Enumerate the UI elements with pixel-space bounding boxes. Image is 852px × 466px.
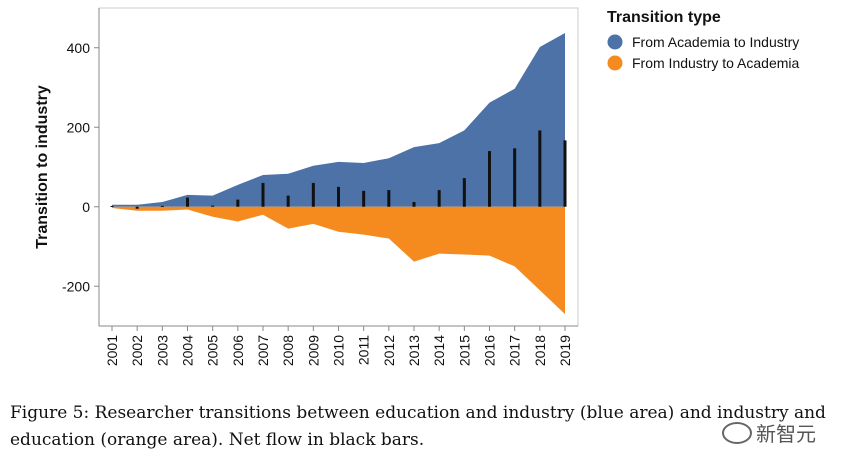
y-tick-label-200: 200 [67,119,91,135]
watermark: 新智元 [722,418,816,447]
net-flow-bar-2002 [135,206,139,209]
net-flow-bar-2003 [160,205,164,207]
net-flow-bar-2012 [387,190,391,207]
net-flow-bar-2001 [110,205,114,207]
x-tick-label-2010: 2010 [331,335,347,366]
x-tick-label-2011: 2011 [356,335,372,365]
x-tick-label-2007: 2007 [255,335,271,366]
x-tick-label-2012: 2012 [381,335,397,366]
net-flow-bar-2011 [362,190,366,207]
y-tick-label-400: 400 [67,40,91,56]
x-tick-label-2013: 2013 [406,335,422,366]
net-flow-bar-2016 [488,151,491,207]
x-tick-label-2001: 2001 [104,335,120,366]
net-flow-bar-2007 [261,182,265,207]
net-flow-bar-2018 [538,130,542,207]
x-tick-label-2009: 2009 [305,335,321,366]
net-flow-bar-2009 [311,182,315,207]
y-tick-label--200: -200 [62,278,90,294]
x-tick-label-2003: 2003 [154,335,170,366]
x-tick-label-2019: 2019 [557,335,573,366]
x-tick-label-2008: 2008 [280,335,296,366]
x-tick-label-2015: 2015 [456,335,472,366]
net-flow-bar-2010 [337,186,340,207]
net-flow-bar-2005 [211,205,215,207]
x-tick-label-2016: 2016 [482,335,498,366]
area-chart: -200 0 200 400 2001 2002 2003 2004 2005 2006 2007… [34,7,800,366]
figure-caption: Figure 5: Researcher transitions between… [10,403,826,450]
net-flow-bar-2015 [462,178,466,207]
x-tick-label-2004: 2004 [180,335,196,366]
net-flow-bar-2004 [186,197,189,207]
x-tick-label-2002: 2002 [129,335,145,366]
x-tick-label-2017: 2017 [507,335,523,366]
y-axis-title: Transition to industry [34,85,51,249]
area-academia-to-industry [112,33,565,207]
legend-label-academia-to-industry: From Academia to Industry [632,34,799,50]
net-flow-bar-2013 [412,201,416,207]
x-tick-label-2014: 2014 [431,335,447,366]
legend-label-industry-to-academia: From Industry to Academia [632,55,800,71]
legend-swatch-industry-to-academia [607,55,623,71]
net-flow-bar-2017 [513,148,517,207]
x-tick-label-2006: 2006 [230,335,246,366]
legend-title: Transition type [607,9,721,26]
x-tick-label-2005: 2005 [205,335,221,366]
net-flow-bar-2006 [236,199,240,207]
net-flow-bar-2008 [286,195,290,207]
y-tick-label-0: 0 [82,199,90,215]
legend-swatch-academia-to-industry [607,34,623,50]
area-industry-to-academia [112,206,565,315]
wechat-icon [722,421,752,444]
watermark-text: 新智元 [756,422,816,446]
legend: Transition type From Academia to Industr… [607,9,800,71]
x-tick-label-2018: 2018 [532,335,548,366]
net-flow-bar-2014 [437,190,441,207]
net-flow-bar-2019 [563,140,567,207]
